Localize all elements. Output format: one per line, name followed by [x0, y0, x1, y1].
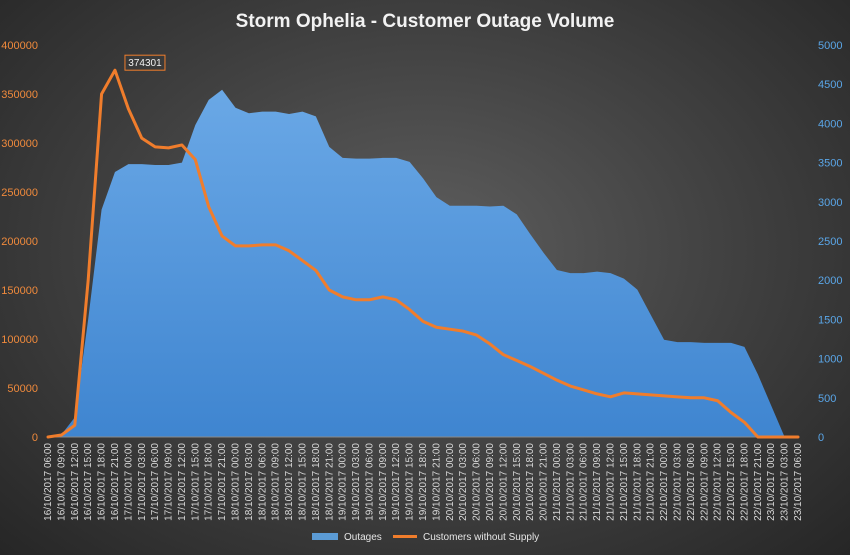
- x-tick-label: 18/10/2017 21:00: [324, 443, 335, 521]
- x-tick-label: 22/10/2017 00:00: [659, 443, 670, 521]
- left-tick-label: 100000: [1, 334, 38, 346]
- left-tick-label: 400000: [1, 40, 38, 52]
- x-tick-label: 22/10/2017 12:00: [713, 443, 724, 521]
- peak-label-box: [124, 54, 166, 71]
- left-tick-label: 300000: [1, 138, 38, 150]
- legend: Outages Customers without Supply: [312, 532, 539, 543]
- right-axis: 0 500 1000 1500 2000 2500 3000 3500 4000 4500 5000: [818, 40, 842, 444]
- x-tick-label: 18/10/2017 15:00: [297, 443, 308, 521]
- series-outages-area: [48, 89, 798, 437]
- right-tick-label: 1500: [818, 314, 842, 326]
- x-tick-label: 18/10/2017 06:00: [257, 443, 268, 521]
- x-tick-label: 22/10/2017 21:00: [753, 443, 764, 521]
- x-tick-label: 19/10/2017 21:00: [431, 443, 442, 521]
- x-tick-label: 21/10/2017 18:00: [632, 443, 643, 521]
- left-tick-label: 200000: [1, 236, 38, 248]
- x-tick-label: 22/10/2017 09:00: [699, 443, 710, 521]
- x-tick-label: 20/10/2017 03:00: [458, 443, 469, 521]
- left-tick-label: 150000: [1, 285, 38, 297]
- legend-outages-swatch: [312, 533, 338, 540]
- x-tick-label: 16/10/2017 09:00: [56, 443, 67, 521]
- series-customers-line: [46, 68, 800, 439]
- legend-outages-label: Outages: [344, 532, 382, 543]
- x-tick-label: 17/10/2017 00:00: [123, 443, 134, 521]
- x-tick-label: 17/10/2017 12:00: [177, 443, 188, 521]
- right-tick-label: 3500: [818, 158, 842, 170]
- chart-title: Storm Ophelia - Customer Outage Volume: [236, 11, 615, 32]
- legend-customers-label: Customers without Supply: [423, 532, 539, 543]
- x-tick-label: 16/10/2017 12:00: [70, 443, 81, 521]
- x-tick-label: 18/10/2017 00:00: [231, 443, 242, 521]
- right-tick-label: 4500: [818, 79, 842, 91]
- x-tick-label: 22/10/2017 18:00: [739, 443, 750, 521]
- peak-data-label: 374301: [128, 58, 162, 69]
- x-tick-label: 17/10/2017 21:00: [217, 443, 228, 521]
- right-tick-label: 2000: [818, 275, 842, 287]
- right-tick-label: 5000: [818, 40, 842, 52]
- x-tick-label: 16/10/2017 18:00: [97, 443, 108, 521]
- right-tick-label: 1000: [818, 354, 842, 366]
- x-tick-label: 21/10/2017 06:00: [579, 443, 590, 521]
- x-tick-label: 19/10/2017 00:00: [338, 443, 349, 521]
- x-tick-label: 19/10/2017 15:00: [405, 443, 416, 521]
- x-tick-label: 19/10/2017 18:00: [418, 443, 429, 521]
- x-tick-label: 23/10/2017 03:00: [780, 443, 791, 521]
- right-tick-label: 2500: [818, 236, 842, 248]
- x-tick-label: 21/10/2017 21:00: [646, 443, 657, 521]
- x-tick-label: 21/10/2017 15:00: [619, 443, 630, 521]
- x-tick-label: 20/10/2017 00:00: [445, 443, 456, 521]
- x-tick-label: 16/10/2017 15:00: [83, 443, 94, 521]
- x-tick-label: 17/10/2017 09:00: [164, 443, 175, 521]
- x-tick-label: 18/10/2017 03:00: [244, 443, 255, 521]
- right-tick-label: 0: [818, 432, 824, 444]
- x-tick-label: 23/10/2017 00:00: [766, 443, 777, 521]
- x-tick-label: 23/10/2017 06:00: [793, 443, 804, 521]
- x-tick-label: 20/10/2017 09:00: [485, 443, 496, 521]
- right-tick-label: 500: [818, 393, 836, 405]
- left-tick-label: 350000: [1, 89, 38, 101]
- x-tick-label: 17/10/2017 06:00: [150, 443, 161, 521]
- x-tick-label: 20/10/2017 18:00: [525, 443, 536, 521]
- x-tick-label: 21/10/2017 00:00: [552, 443, 563, 521]
- x-tick-label: 19/10/2017 06:00: [364, 443, 375, 521]
- x-tick-label: 20/10/2017 21:00: [539, 443, 550, 521]
- x-tick-label: 20/10/2017 12:00: [498, 443, 509, 521]
- right-tick-label: 3000: [818, 197, 842, 209]
- x-tick-label: 18/10/2017 09:00: [271, 443, 282, 521]
- x-tick-label: 17/10/2017 15:00: [190, 443, 201, 521]
- left-axis: 0 50000 100000 150000 200000 250000 300000 3500…: [1, 40, 38, 444]
- plot-area: 374301: [46, 54, 800, 439]
- left-tick-label: 50000: [7, 383, 38, 395]
- x-tick-label: 19/10/2017 09:00: [378, 443, 389, 521]
- x-tick-label: 18/10/2017 12:00: [284, 443, 295, 521]
- x-tick-label: 17/10/2017 03:00: [137, 443, 148, 521]
- x-tick-label: 21/10/2017 09:00: [592, 443, 603, 521]
- x-axis: 16/10/2017 06:00 16/10/2017 09:00 16/10/20…: [43, 443, 804, 521]
- left-tick-label: 250000: [1, 187, 38, 199]
- x-tick-label: 20/10/2017 15:00: [512, 443, 523, 521]
- x-tick-label: 19/10/2017 03:00: [351, 443, 362, 521]
- x-tick-label: 22/10/2017 15:00: [726, 443, 737, 521]
- right-tick-label: 4000: [818, 118, 842, 130]
- x-tick-label: 16/10/2017 21:00: [110, 443, 121, 521]
- x-tick-label: 17/10/2017 18:00: [204, 443, 215, 521]
- x-tick-label: 21/10/2017 12:00: [606, 443, 617, 521]
- x-tick-label: 18/10/2017 18:00: [311, 443, 322, 521]
- x-tick-label: 21/10/2017 03:00: [565, 443, 576, 521]
- x-tick-label: 19/10/2017 12:00: [391, 443, 402, 521]
- x-tick-label: 22/10/2017 06:00: [686, 443, 697, 521]
- x-tick-label: 16/10/2017 06:00: [43, 443, 54, 521]
- left-tick-label: 0: [32, 432, 38, 444]
- x-tick-label: 22/10/2017 03:00: [672, 443, 683, 521]
- x-tick-label: 20/10/2017 06:00: [472, 443, 483, 521]
